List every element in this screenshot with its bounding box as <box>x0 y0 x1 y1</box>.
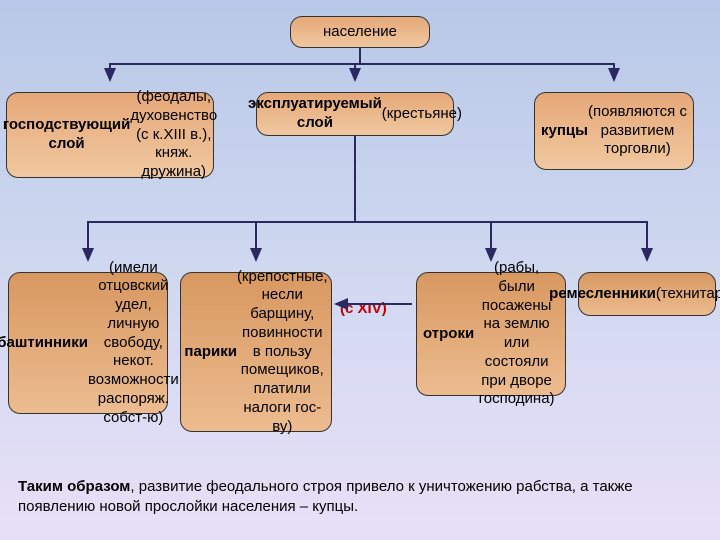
node-exploit: эксплуатируемый слой (крестьяне) <box>256 92 454 136</box>
footer-text: Таким образом, развитие феодального стро… <box>18 477 702 516</box>
node-otroki: отроки (рабы, были посажены на землю или… <box>416 272 566 396</box>
sxiv-label: (с XIV) <box>340 300 387 317</box>
node-craft: ремесленники (технитарии) <box>578 272 716 316</box>
footer-bold: Таким образом <box>18 478 130 495</box>
node-rulers: господствующий слой (феодалы, духовенств… <box>6 92 214 178</box>
node-root-label: население <box>323 23 397 42</box>
sxiv-s: (с <box>340 300 358 317</box>
node-merchant: купцы (появляются с развитием торговли) <box>534 92 694 170</box>
node-bashtin: баштинники (имели отцовский удел, личную… <box>8 272 168 414</box>
node-root: население <box>290 16 430 48</box>
sxiv-xiv: XIV) <box>358 300 387 317</box>
node-pariki: парики (крепостные, несли барщину, повин… <box>180 272 332 432</box>
